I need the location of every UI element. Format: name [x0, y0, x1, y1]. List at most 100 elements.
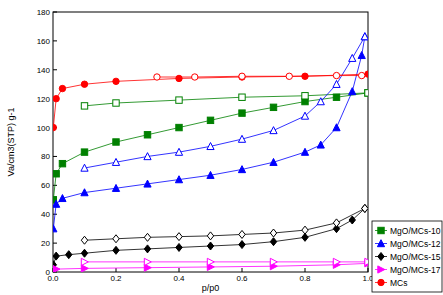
x-tick — [368, 268, 369, 272]
series — [53, 258, 368, 272]
legend-marker — [378, 279, 384, 285]
adsorption-point — [144, 132, 150, 138]
desorption-point — [144, 258, 151, 265]
adsorption-point — [207, 242, 213, 250]
adsorption-point — [81, 81, 87, 87]
desorption-point — [176, 233, 182, 241]
adsorption-point — [176, 75, 182, 81]
adsorption-point — [53, 171, 59, 177]
desorption-point — [286, 73, 292, 79]
desorption-point — [333, 258, 340, 265]
x-tick — [116, 268, 117, 272]
adsorption-point — [333, 124, 340, 131]
adsorption-point — [53, 266, 60, 272]
desorption-point — [270, 258, 277, 265]
desorption-point — [302, 226, 308, 234]
adsorption-point — [53, 225, 57, 232]
desorption-point — [81, 258, 88, 265]
x-tick-label: 0.6 — [236, 274, 248, 283]
y-tick — [53, 156, 57, 157]
adsorption-point — [361, 33, 368, 40]
adsorption-point — [362, 204, 368, 212]
desorption-point — [192, 74, 198, 80]
adsorption-point — [239, 74, 245, 80]
desorption-point — [239, 230, 245, 238]
adsorption-point — [349, 216, 355, 224]
y-tick-label: 100 — [37, 124, 51, 133]
desorption-point — [239, 73, 245, 79]
adsorption-point — [358, 52, 365, 59]
adsorption-point — [365, 90, 368, 96]
desorption-line — [157, 76, 362, 77]
desorption-line — [85, 93, 369, 106]
adsorption-point — [59, 160, 65, 166]
y-tick-label: 160 — [37, 37, 51, 46]
desorption-point — [359, 72, 365, 78]
desorption-point — [207, 143, 214, 150]
y-tick-label: 20 — [41, 239, 50, 248]
adsorption-point — [207, 171, 214, 178]
desorption-point — [154, 74, 160, 80]
y-tick-label: 120 — [37, 95, 51, 104]
legend-marker — [377, 240, 384, 247]
desorption-point — [207, 258, 214, 265]
adsorption-point — [239, 110, 245, 116]
desorption-point — [317, 98, 324, 105]
chart: 0.00.20.40.60.81.00204060801001201401601… — [0, 0, 443, 295]
legend-marker — [378, 227, 384, 233]
desorption-point — [333, 72, 339, 78]
desorption-line — [85, 208, 365, 240]
desorption-point — [238, 135, 245, 142]
x-tick-label: 0.2 — [110, 274, 122, 283]
desorption-point — [361, 33, 368, 40]
adsorption-line — [53, 74, 368, 127]
adsorption-point — [270, 238, 276, 246]
adsorption-point — [317, 141, 324, 148]
desorption-point — [365, 90, 368, 96]
y-tick-label: 180 — [37, 8, 51, 17]
adsorption-point — [113, 246, 119, 254]
y-tick-label: 140 — [37, 66, 51, 75]
adsorption-point — [81, 249, 87, 257]
desorption-point — [302, 93, 308, 99]
desorption-point — [333, 80, 340, 87]
desorption-point — [207, 232, 213, 240]
legend: MgO/MCs-10MgO/MCs-12MgO/MCs-15MgO/MCs-17… — [372, 221, 442, 292]
adsorption-point — [301, 148, 308, 155]
desorption-point — [362, 204, 368, 212]
y-tick — [53, 243, 57, 244]
desorption-point — [144, 233, 150, 241]
adsorption-point — [144, 180, 151, 187]
desorption-point — [175, 148, 182, 155]
adsorption-point — [53, 252, 59, 260]
adsorption-line — [53, 37, 365, 229]
y-tick-label: 40 — [41, 210, 50, 219]
y-tick — [53, 40, 57, 41]
desorption-point — [365, 258, 368, 265]
legend-label: MgO/MCs-17 — [390, 265, 441, 275]
desorption-line — [85, 261, 369, 262]
desorption-point — [270, 127, 277, 134]
adsorption-point — [81, 265, 88, 272]
desorption-point — [113, 235, 119, 243]
adsorption-point — [81, 149, 87, 155]
adsorption-point — [176, 124, 182, 130]
adsorption-point — [333, 94, 339, 100]
x-tick — [242, 268, 243, 272]
desorption-point — [144, 153, 151, 160]
desorption-point — [113, 100, 119, 106]
x-axis-label: p/p0 — [202, 283, 220, 293]
legend-label: MgO/MCs-12 — [390, 239, 441, 249]
adsorption-point — [81, 189, 88, 196]
adsorption-point — [66, 251, 72, 259]
series — [53, 204, 368, 268]
x-tick — [305, 268, 306, 272]
desorption-point — [81, 236, 87, 244]
adsorption-point — [270, 104, 276, 110]
desorption-point — [270, 229, 276, 237]
adsorption-point — [238, 166, 245, 173]
desorption-point — [176, 97, 182, 103]
desorption-point — [81, 103, 87, 109]
series — [53, 90, 368, 203]
adsorption-point — [53, 124, 57, 130]
